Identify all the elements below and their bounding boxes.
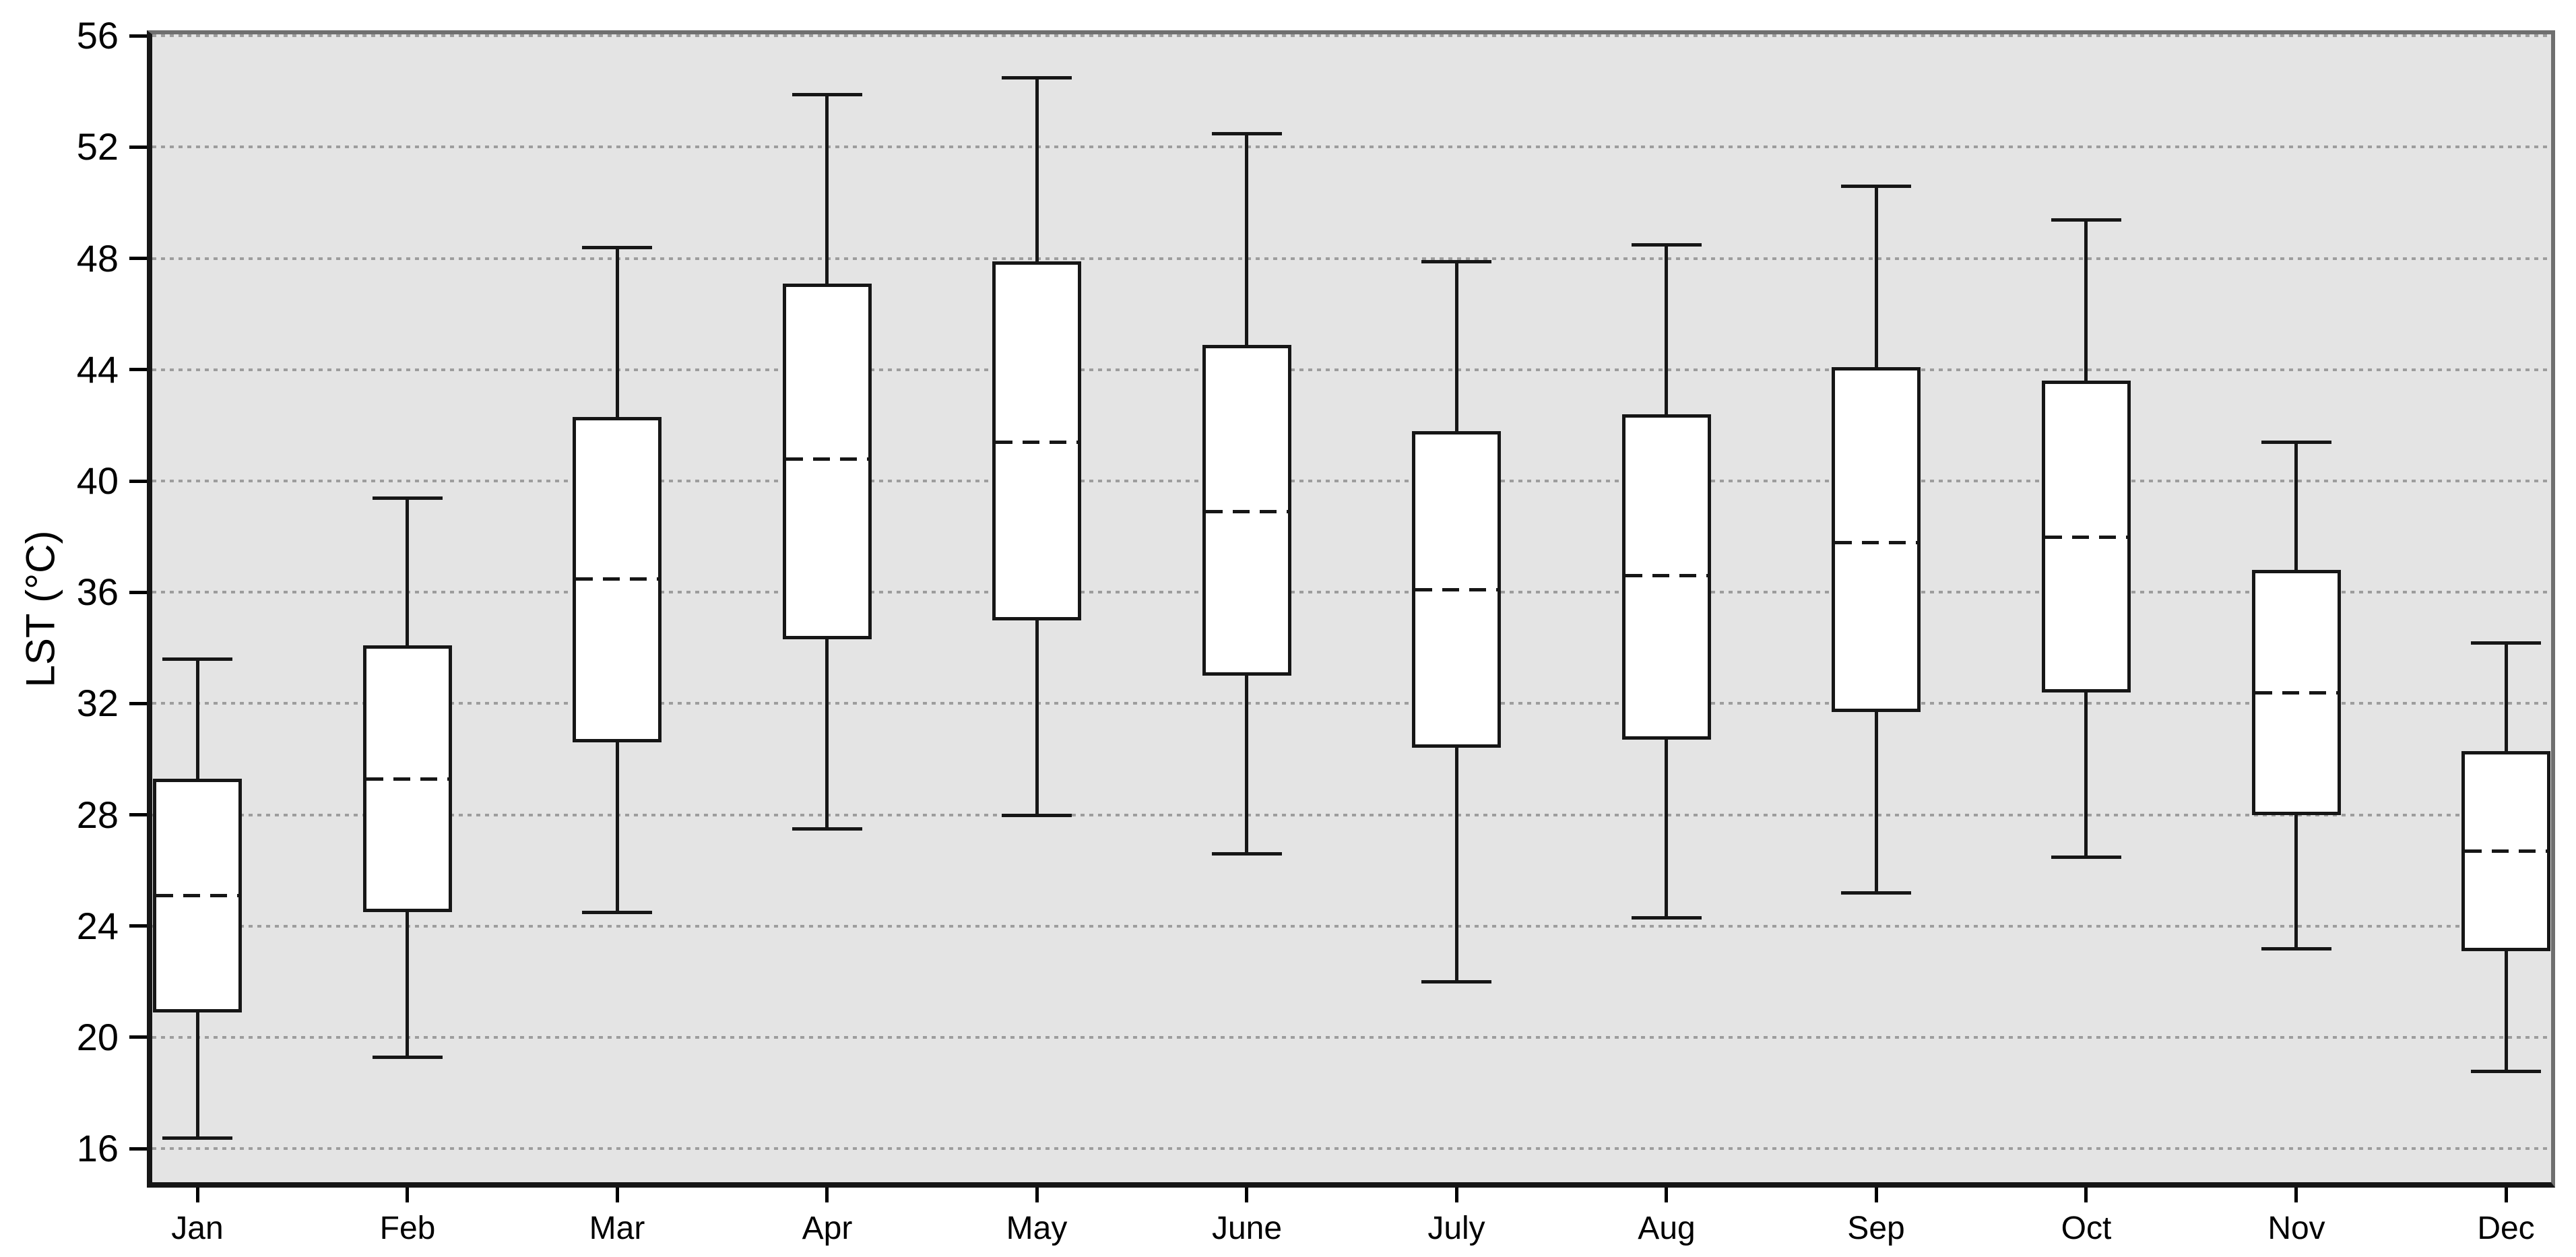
gridline-56 <box>152 34 2551 37</box>
box-Apr <box>783 284 872 639</box>
y-tick-label-52: 52 <box>76 125 119 168</box>
x-tick-July <box>1455 1188 1458 1202</box>
median-May <box>996 441 1078 444</box>
x-tick-Jan <box>196 1188 199 1202</box>
y-tick-label-48: 48 <box>76 237 119 280</box>
x-label-Mar: Mar <box>589 1211 645 1246</box>
whisker-cap-min-Feb <box>373 1056 443 1059</box>
whisker-cap-max-May <box>1002 76 1072 79</box>
whisker-cap-max-Aug <box>1632 243 1702 247</box>
plot-area <box>147 30 2555 1188</box>
gridline-20 <box>152 1036 2551 1039</box>
whisker-cap-max-July <box>1421 260 1491 263</box>
x-label-May: May <box>1006 1211 1068 1246</box>
whisker-cap-min-Jan <box>162 1136 232 1140</box>
x-label-Jan: Jan <box>171 1211 224 1246</box>
median-July <box>1415 588 1498 591</box>
median-June <box>1206 510 1288 513</box>
median-Oct <box>2045 536 2127 539</box>
whisker-cap-min-Mar <box>582 911 652 914</box>
gridline-40 <box>152 480 2551 482</box>
whisker-cap-max-Dec <box>2471 641 2541 645</box>
x-label-Apr: Apr <box>802 1211 853 1246</box>
y-tick-48 <box>129 257 147 260</box>
whisker-cap-min-June <box>1212 852 1282 856</box>
y-tick-56 <box>129 34 147 38</box>
x-tick-May <box>1035 1188 1039 1202</box>
y-tick-32 <box>129 702 147 705</box>
x-label-July: July <box>1427 1211 1485 1246</box>
median-Dec <box>2465 849 2547 853</box>
x-tick-Sep <box>1875 1188 1878 1202</box>
median-Mar <box>576 577 658 581</box>
gridline-52 <box>152 146 2551 148</box>
y-tick-label-24: 24 <box>76 905 119 947</box>
x-label-Sep: Sep <box>1847 1211 1905 1246</box>
x-tick-Aug <box>1665 1188 1668 1202</box>
x-tick-Nov <box>2294 1188 2298 1202</box>
whisker-cap-min-Aug <box>1632 916 1702 920</box>
whisker-cap-max-Nov <box>2261 441 2331 444</box>
whisker-cap-min-July <box>1421 980 1491 984</box>
x-label-June: June <box>1211 1211 1283 1246</box>
gridline-36 <box>152 591 2551 593</box>
whisker-cap-min-Apr <box>792 827 862 831</box>
y-tick-label-16: 16 <box>76 1127 119 1169</box>
whisker-cap-min-Dec <box>2471 1070 2541 1073</box>
y-tick-label-20: 20 <box>76 1016 119 1058</box>
gridline-32 <box>152 702 2551 705</box>
gridline-48 <box>152 257 2551 260</box>
whisker-cap-max-Apr <box>792 93 862 96</box>
box-Sep <box>1832 367 1921 712</box>
gridline-24 <box>152 925 2551 928</box>
gridline-28 <box>152 814 2551 816</box>
y-tick-24 <box>129 924 147 928</box>
x-tick-Oct <box>2084 1188 2088 1202</box>
y-tick-label-28: 28 <box>76 794 119 836</box>
median-Apr <box>786 457 868 461</box>
whisker-cap-max-Oct <box>2051 218 2121 222</box>
x-tick-Dec <box>2505 1188 2508 1202</box>
gridline-44 <box>152 368 2551 371</box>
median-Aug <box>1625 574 1708 577</box>
x-label-Dec: Dec <box>2477 1211 2535 1246</box>
y-tick-label-32: 32 <box>76 682 119 724</box>
y-tick-20 <box>129 1035 147 1039</box>
whisker-cap-min-May <box>1002 814 1072 817</box>
y-tick-40 <box>129 480 147 483</box>
x-tick-Apr <box>825 1188 829 1202</box>
median-Jan <box>156 894 238 897</box>
y-tick-16 <box>129 1147 147 1151</box>
y-tick-28 <box>129 813 147 816</box>
whisker-cap-max-Mar <box>582 246 652 249</box>
y-tick-label-40: 40 <box>76 459 119 502</box>
median-Nov <box>2255 691 2338 695</box>
gridline-16 <box>152 1147 2551 1150</box>
x-tick-Mar <box>616 1188 619 1202</box>
whisker-cap-max-Jan <box>162 657 232 661</box>
whisker-cap-min-Sep <box>1841 891 1911 895</box>
whisker-cap-max-June <box>1212 132 1282 135</box>
y-tick-label-56: 56 <box>76 14 119 57</box>
y-tick-36 <box>129 591 147 594</box>
x-tick-Feb <box>406 1188 409 1202</box>
whisker-cap-max-Sep <box>1841 185 1911 188</box>
x-label-Oct: Oct <box>2061 1211 2112 1246</box>
x-label-Feb: Feb <box>379 1211 436 1246</box>
x-label-Aug: Aug <box>1638 1211 1696 1246</box>
whisker-cap-min-Nov <box>2261 947 2331 950</box>
x-label-Nov: Nov <box>2267 1211 2325 1246</box>
y-tick-label-36: 36 <box>76 571 119 613</box>
y-tick-label-44: 44 <box>76 348 119 391</box>
y-tick-52 <box>129 146 147 149</box>
median-Feb <box>366 777 449 781</box>
whisker-cap-max-Feb <box>373 496 443 500</box>
y-tick-44 <box>129 368 147 371</box>
x-tick-June <box>1245 1188 1248 1202</box>
whisker-cap-min-Oct <box>2051 856 2121 859</box>
median-Sep <box>1835 541 1917 544</box>
